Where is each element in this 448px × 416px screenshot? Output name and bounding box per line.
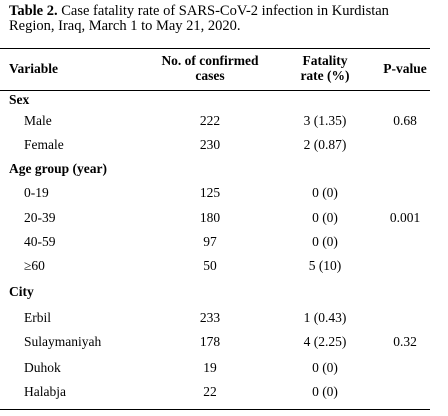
row-pvalue: 0.32 [393,334,417,349]
row-label: Duhok [24,360,61,375]
top-rule [0,48,430,49]
header-confirmed-line2: cases [195,68,225,83]
row-label: Erbil [24,310,51,325]
row-label: ≥60 [24,258,45,273]
row-label: Male [24,113,52,128]
row-fatality: 4 (2.25) [303,334,347,349]
caption-line-1: Table 2. Case fatality rate of SARS-CoV-… [9,4,445,19]
row-label: Female [24,137,64,152]
section-title-age-group: Age group (year) [9,161,107,176]
row-label: 40-59 [24,234,56,249]
row-cases: 222 [199,113,221,128]
header-rule [0,90,430,91]
row-cases: 50 [203,258,217,273]
row-cases: 230 [199,137,221,152]
row-label: Halabja [24,384,66,399]
section-title-city: City [9,284,34,299]
table-caption: Table 2. Case fatality rate of SARS-CoV-… [9,4,445,34]
row-pvalue: 0.001 [389,210,421,225]
row-cases: 125 [199,185,221,200]
row-fatality: 2 (0.87) [303,137,347,152]
caption-label: Table 2. [9,3,58,19]
row-pvalue: 0.68 [393,113,417,128]
header-fatality-line1: Fatality [302,53,348,68]
row-fatality: 3 (1.35) [303,113,347,128]
header-fatality-line2: rate (%) [300,68,350,83]
row-label: Sulaymaniyah [24,334,102,349]
row-cases: 233 [199,310,221,325]
row-cases: 97 [203,234,217,249]
row-fatality: 1 (0.43) [303,310,347,325]
row-label: 0-19 [24,185,49,200]
caption-title: Case fatality rate of SARS-CoV-2 infecti… [57,3,389,19]
row-fatality: 0 (0) [312,210,338,225]
header-confirmed-line1: No. of confirmed [161,53,259,68]
row-fatality: 0 (0) [312,360,338,375]
row-fatality: 0 (0) [312,384,338,399]
header-pvalue: P-value [383,61,427,76]
row-cases: 19 [203,360,217,375]
row-label: 20-39 [24,210,56,225]
caption-line-2: Region, Iraq, March 1 to May 21, 2020. [9,18,241,34]
row-fatality: 5 (10) [308,258,342,273]
row-cases: 178 [199,334,221,349]
section-title-sex: Sex [9,92,30,107]
row-fatality: 0 (0) [312,234,338,249]
bottom-rule [0,409,430,410]
row-cases: 180 [199,210,221,225]
row-cases: 22 [203,384,217,399]
header-variable: Variable [9,61,59,76]
row-fatality: 0 (0) [312,185,338,200]
